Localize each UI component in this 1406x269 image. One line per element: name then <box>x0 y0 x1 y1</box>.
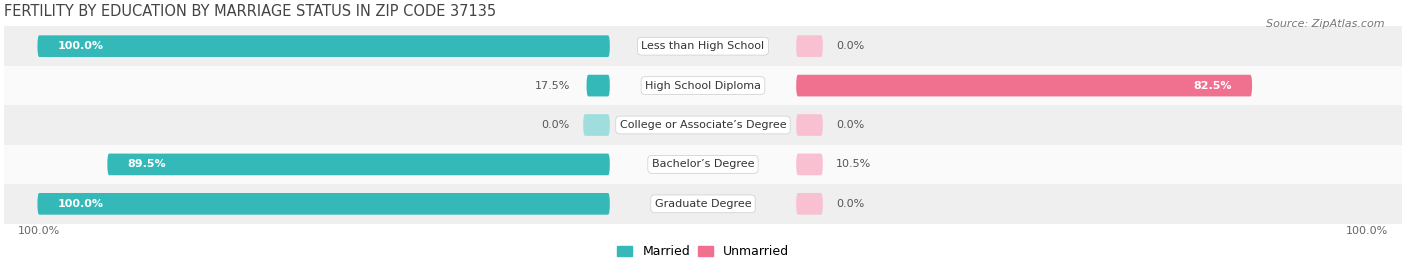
FancyBboxPatch shape <box>107 154 610 175</box>
Text: 100.0%: 100.0% <box>58 41 104 51</box>
Text: Less than High School: Less than High School <box>641 41 765 51</box>
Bar <box>4 26 1402 66</box>
FancyBboxPatch shape <box>38 35 610 57</box>
Text: High School Diploma: High School Diploma <box>645 81 761 91</box>
Bar <box>4 145 1402 184</box>
FancyBboxPatch shape <box>586 75 610 96</box>
Bar <box>4 184 1402 224</box>
FancyBboxPatch shape <box>796 114 823 136</box>
Text: Bachelor’s Degree: Bachelor’s Degree <box>652 160 754 169</box>
Text: 0.0%: 0.0% <box>837 199 865 209</box>
Text: Graduate Degree: Graduate Degree <box>655 199 751 209</box>
Text: 100.0%: 100.0% <box>17 226 59 236</box>
Text: 0.0%: 0.0% <box>837 41 865 51</box>
Text: 89.5%: 89.5% <box>128 160 166 169</box>
Text: 0.0%: 0.0% <box>541 120 569 130</box>
Text: 17.5%: 17.5% <box>534 81 569 91</box>
Text: FERTILITY BY EDUCATION BY MARRIAGE STATUS IN ZIP CODE 37135: FERTILITY BY EDUCATION BY MARRIAGE STATU… <box>4 4 496 19</box>
FancyBboxPatch shape <box>796 35 823 57</box>
Bar <box>4 105 1402 145</box>
Text: 100.0%: 100.0% <box>58 199 104 209</box>
Text: 82.5%: 82.5% <box>1194 81 1232 91</box>
Text: 100.0%: 100.0% <box>1347 226 1389 236</box>
Text: 10.5%: 10.5% <box>837 160 872 169</box>
FancyBboxPatch shape <box>583 114 610 136</box>
FancyBboxPatch shape <box>38 193 610 215</box>
Bar <box>4 66 1402 105</box>
FancyBboxPatch shape <box>796 193 823 215</box>
FancyBboxPatch shape <box>796 154 823 175</box>
Text: Source: ZipAtlas.com: Source: ZipAtlas.com <box>1267 19 1385 29</box>
Text: 0.0%: 0.0% <box>837 120 865 130</box>
Legend: Married, Unmarried: Married, Unmarried <box>612 240 794 264</box>
Text: College or Associate’s Degree: College or Associate’s Degree <box>620 120 786 130</box>
FancyBboxPatch shape <box>796 75 1253 96</box>
